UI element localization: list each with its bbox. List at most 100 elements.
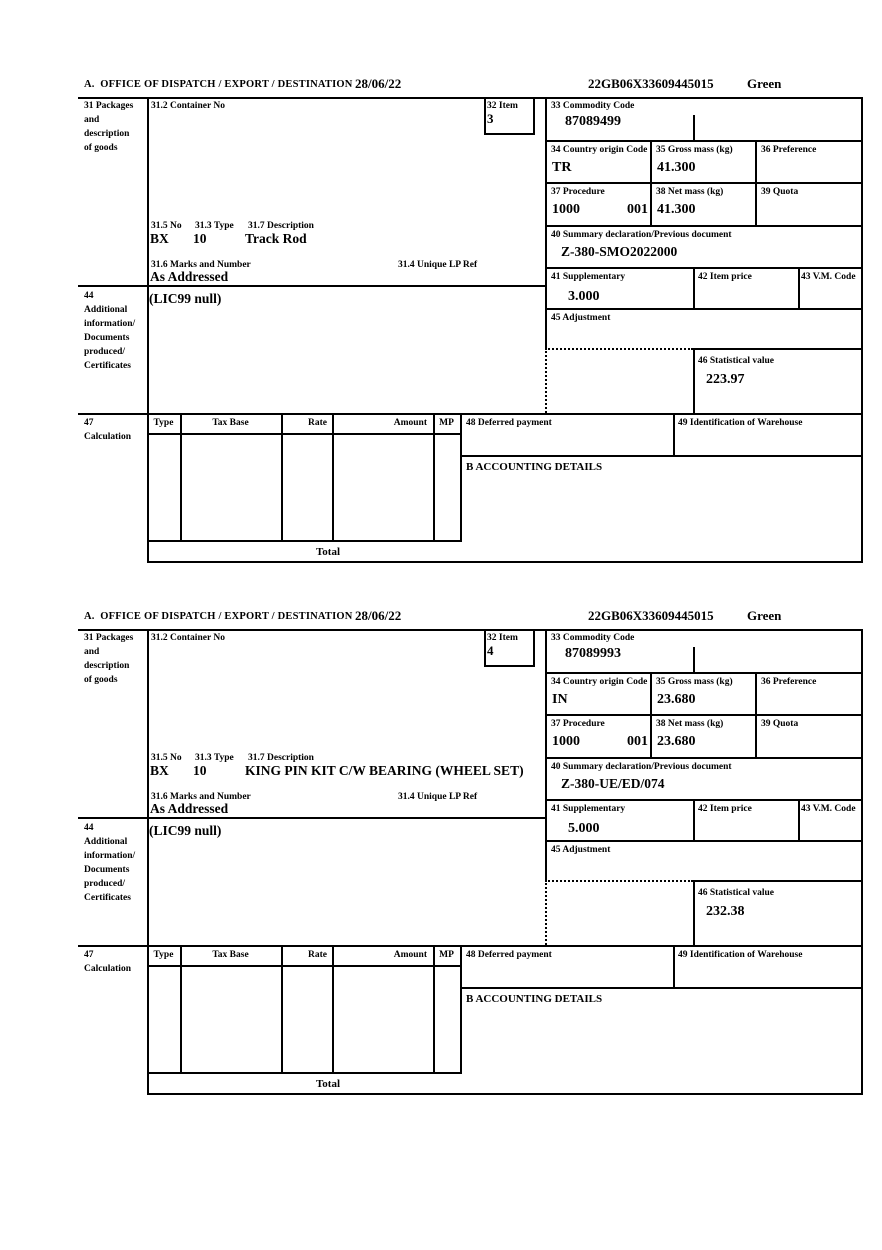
gross-mass-value: 41.300 <box>657 160 696 175</box>
gross-mass-label: 35 Gross mass (kg) <box>656 145 733 155</box>
procedure-label: 37 Procedure <box>551 187 605 197</box>
item-box-left-border <box>484 97 486 133</box>
quota-label: 39 Quota <box>761 719 799 729</box>
item-box-right-border <box>533 97 535 133</box>
total-label: Total <box>315 546 341 558</box>
item-price-label: 42 Item price <box>698 804 752 814</box>
container-no-label: 31.2 Container No <box>151 101 225 111</box>
form-right-border <box>861 97 863 561</box>
summary-declaration-value: Z-380-SMO2022000 <box>561 244 678 259</box>
form-bottom-border <box>147 1093 863 1095</box>
box44-label-line: Certificates <box>84 893 131 903</box>
calculation-label-number: 47 <box>84 950 94 960</box>
summary-box-bottom-border <box>545 267 863 269</box>
procedure-value: 1000 <box>552 202 580 217</box>
mp-column-right-border <box>460 413 462 540</box>
box31-label-line: description <box>84 661 130 671</box>
calc-col-mp: MP <box>439 950 454 960</box>
calculation-header-bottom-border <box>147 433 462 435</box>
warehouse-id-label: 49 Identification of Warehouse <box>678 418 803 428</box>
box44-label-line: Documents <box>84 333 130 343</box>
calc-col-amount: Amount <box>393 418 427 428</box>
marks-number-label: 31.6 Marks and Number <box>151 792 251 802</box>
calculation-label-number: 47 <box>84 418 94 428</box>
commodity-code-label: 33 Commodity Code <box>551 633 635 643</box>
routing-status: Green <box>747 76 782 91</box>
procedure-value: 1000 <box>552 734 580 749</box>
container-no-label: 31.2 Container No <box>151 633 225 643</box>
declaration-date: 28/06/22 <box>355 608 402 623</box>
deferred-payment-label: 48 Deferred payment <box>466 418 552 428</box>
mass-column-divider <box>650 672 652 757</box>
box44-label-line: Additional <box>84 837 128 847</box>
rate-column-divider <box>332 945 334 1072</box>
commodity-box-bottom-border <box>545 672 863 674</box>
statistical-box-top-border <box>693 348 863 350</box>
country-origin-value: IN <box>552 692 568 707</box>
label-column-divider <box>147 629 149 945</box>
item-price-label: 42 Item price <box>698 272 752 282</box>
box44-label-line: information/ <box>84 319 136 329</box>
gross-mass-label: 35 Gross mass (kg) <box>656 677 733 687</box>
item-price-divider <box>693 267 695 308</box>
calculation-header-bottom-border <box>147 965 462 967</box>
calculation-row-top-border <box>78 413 863 415</box>
right-column-left-border <box>545 629 547 880</box>
summary-declaration-value: Z-380-UE/ED/074 <box>561 776 665 791</box>
amount-column-divider <box>433 413 435 540</box>
box44-label-line: produced/ <box>84 347 126 357</box>
net-mass-label: 38 Net mass (kg) <box>656 719 724 729</box>
form-top-border <box>78 97 863 99</box>
calculation-label-word: Calculation <box>84 432 131 442</box>
calc-col-amount: Amount <box>393 950 427 960</box>
statistical-dotted-left-border <box>545 880 547 945</box>
statistical-dotted-left-border <box>545 348 547 413</box>
mass-column-divider <box>650 140 652 225</box>
calc-col-type: Type <box>153 418 174 428</box>
packages-type-value: 10 <box>193 763 207 778</box>
calc-col-taxbase: Tax Base <box>212 950 249 960</box>
calculation-table-left-border <box>147 945 149 1093</box>
box44-label-line: Documents <box>84 865 130 875</box>
packages-no-value: BX <box>150 231 169 246</box>
right-column-left-border <box>545 97 547 348</box>
label-column-divider <box>147 97 149 413</box>
net-mass-label: 38 Net mass (kg) <box>656 187 724 197</box>
country-origin-label: 34 Country origin Code <box>551 677 648 687</box>
accounting-top-border <box>460 455 863 457</box>
box44-label-line: Certificates <box>84 361 131 371</box>
supplementary-value: 3.000 <box>568 289 600 304</box>
deferred-payment-label: 48 Deferred payment <box>466 950 552 960</box>
commodity-code-value: 87089993 <box>565 646 621 661</box>
calc-col-rate: Rate <box>308 950 327 960</box>
item-number-label: 32 Item <box>487 633 518 643</box>
total-row-top-border <box>147 1072 462 1074</box>
procedure-sub-value: 001 <box>627 734 648 749</box>
box31-label-line: 31 Packages <box>84 101 134 111</box>
additional-info-value: (LIC99 null) <box>149 823 222 838</box>
calc-col-taxbase: Tax Base <box>212 418 249 428</box>
form-bottom-border <box>147 561 863 563</box>
supplementary-row-bottom-border <box>545 840 863 842</box>
supplementary-value: 5.000 <box>568 821 600 836</box>
summary-declaration-label: 40 Summary declaration/Previous document <box>551 762 732 772</box>
calc-col-type: Type <box>153 950 174 960</box>
preference-label: 36 Preference <box>761 677 817 687</box>
box44-label-line: produced/ <box>84 879 126 889</box>
rate-column-divider <box>332 413 334 540</box>
mp-column-right-border <box>460 945 462 1072</box>
procedure-row-bottom-border <box>545 757 863 759</box>
total-row-top-border <box>147 540 462 542</box>
preference-column-divider <box>755 672 757 757</box>
vm-code-divider <box>798 799 800 840</box>
statistical-box-left-border <box>693 880 695 945</box>
country-origin-label: 34 Country origin Code <box>551 145 648 155</box>
accounting-details-heading: B ACCOUNTING DETAILS <box>466 993 603 1005</box>
commodity-code-divider-tick <box>693 115 695 140</box>
gross-mass-value: 23.680 <box>657 692 696 707</box>
statistical-box-top-border <box>693 880 863 882</box>
statistical-value-label: 46 Statistical value <box>698 888 774 898</box>
accounting-top-border <box>460 987 863 989</box>
type-column-divider <box>180 413 182 540</box>
item-box-bottom-border <box>484 665 535 667</box>
